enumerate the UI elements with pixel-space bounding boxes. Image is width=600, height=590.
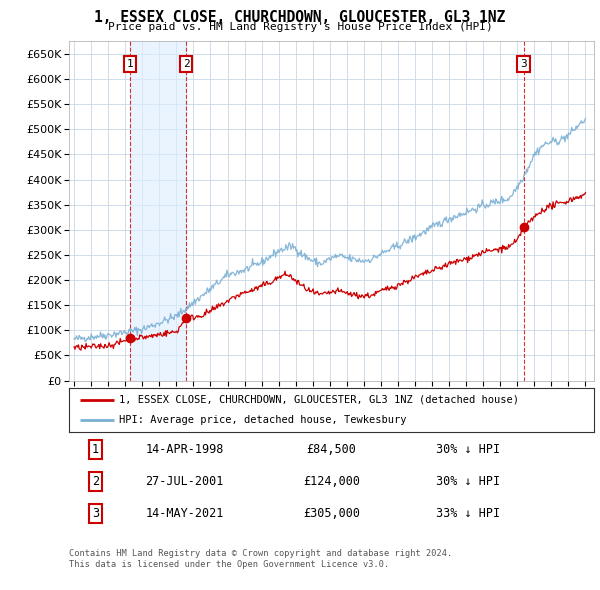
- Text: 1: 1: [127, 59, 133, 69]
- Text: HPI: Average price, detached house, Tewkesbury: HPI: Average price, detached house, Tewk…: [119, 415, 406, 425]
- Text: 3: 3: [92, 507, 99, 520]
- Text: Price paid vs. HM Land Registry's House Price Index (HPI): Price paid vs. HM Land Registry's House …: [107, 22, 493, 32]
- Text: £84,500: £84,500: [307, 443, 356, 456]
- Text: 27-JUL-2001: 27-JUL-2001: [145, 475, 224, 488]
- Text: 1: 1: [92, 443, 99, 456]
- Text: 1, ESSEX CLOSE, CHURCHDOWN, GLOUCESTER, GL3 1NZ (detached house): 1, ESSEX CLOSE, CHURCHDOWN, GLOUCESTER, …: [119, 395, 519, 405]
- Text: 14-MAY-2021: 14-MAY-2021: [145, 507, 224, 520]
- Text: 2: 2: [92, 475, 99, 488]
- Text: 1, ESSEX CLOSE, CHURCHDOWN, GLOUCESTER, GL3 1NZ: 1, ESSEX CLOSE, CHURCHDOWN, GLOUCESTER, …: [94, 10, 506, 25]
- Text: 30% ↓ HPI: 30% ↓ HPI: [436, 475, 500, 488]
- Text: 33% ↓ HPI: 33% ↓ HPI: [436, 507, 500, 520]
- Text: Contains HM Land Registry data © Crown copyright and database right 2024.: Contains HM Land Registry data © Crown c…: [69, 549, 452, 558]
- Text: 2: 2: [183, 59, 190, 69]
- Text: This data is licensed under the Open Government Licence v3.0.: This data is licensed under the Open Gov…: [69, 560, 389, 569]
- Text: 3: 3: [520, 59, 527, 69]
- Text: £124,000: £124,000: [303, 475, 360, 488]
- Text: 14-APR-1998: 14-APR-1998: [145, 443, 224, 456]
- Bar: [130, 41, 186, 381]
- Text: 30% ↓ HPI: 30% ↓ HPI: [436, 443, 500, 456]
- Text: £305,000: £305,000: [303, 507, 360, 520]
